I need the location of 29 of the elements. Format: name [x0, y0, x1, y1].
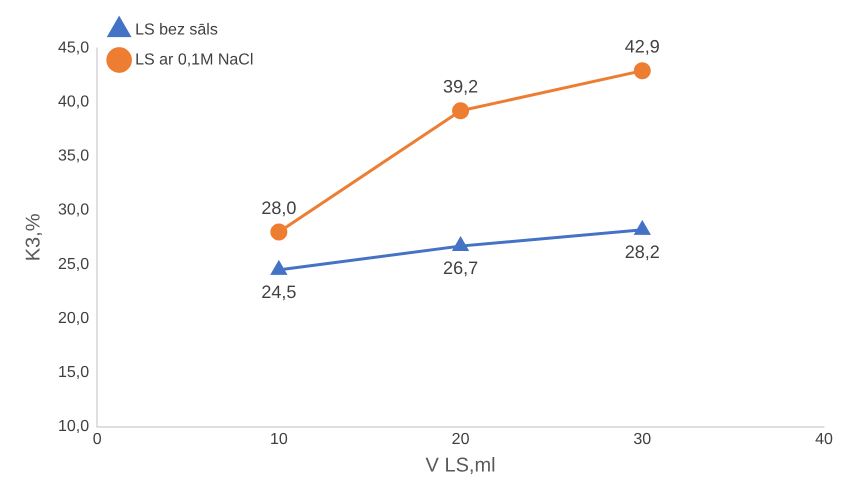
x-axis-title: V LS,ml	[426, 454, 496, 477]
y-tick-label: 40,0	[58, 94, 90, 111]
x-tick-label: 30	[633, 430, 652, 448]
y-tick-label: 25,0	[58, 256, 90, 273]
point	[271, 261, 286, 275]
x-tick-label: 20	[452, 430, 470, 448]
y-tick-label: 10,0	[58, 418, 90, 436]
point	[452, 102, 470, 120]
y-tick-label: 15,0	[58, 364, 90, 382]
point	[453, 238, 468, 252]
y-tick-label: 20,0	[58, 310, 90, 327]
y-tick-label: 45,0	[58, 39, 90, 56]
x-tick-label: 40	[815, 430, 833, 448]
data-label: 28,2	[624, 242, 660, 262]
data-label: 28,0	[261, 198, 296, 218]
data-label: 24,5	[261, 282, 296, 302]
point	[270, 223, 288, 240]
y-tick-label: 30,0	[58, 202, 90, 219]
legend-label: LS bez sāls	[135, 21, 218, 38]
data-label: 39,2	[443, 76, 478, 97]
y-axis-title: K3,%	[22, 213, 45, 262]
point	[634, 62, 651, 80]
y-tick-label: 35,0	[58, 148, 90, 165]
legend-label: LS ar 0,1M NaCl	[135, 51, 254, 68]
point	[634, 221, 650, 235]
x-tick-label: 10	[270, 430, 288, 448]
x-tick-label: 0	[92, 430, 102, 448]
data-label: 42,9	[624, 36, 660, 57]
data-label: 26,7	[443, 258, 478, 278]
